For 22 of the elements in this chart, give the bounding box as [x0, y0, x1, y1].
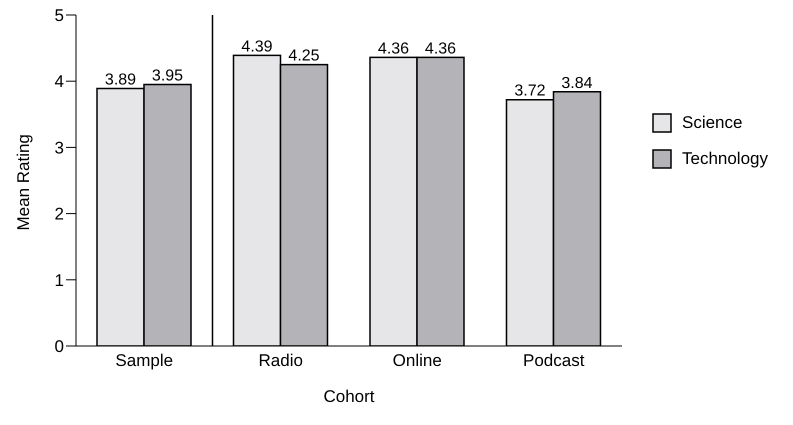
y-tick-label: 0 [54, 337, 64, 356]
x-tick-label: Podcast [523, 351, 585, 370]
x-axis-title: Cohort [323, 387, 375, 406]
x-tick-label: Online [392, 351, 442, 370]
y-tick-label: 3 [54, 138, 64, 158]
data-label: 3.84 [561, 74, 593, 92]
data-label: 4.36 [378, 40, 410, 58]
data-label: 4.36 [424, 40, 456, 58]
data-label: 3.72 [514, 82, 546, 100]
y-axis-title: Mean Rating [14, 134, 34, 230]
y-tick-label: 4 [54, 72, 64, 92]
y-tick-label: 2 [54, 204, 64, 224]
y-tick-label: 5 [54, 6, 64, 26]
x-tick-label: Sample [115, 351, 174, 370]
data-label: 4.39 [241, 38, 273, 56]
y-tick-label: 1 [54, 270, 64, 290]
legend-label: Science [682, 112, 742, 132]
x-tick-label: Radio [258, 351, 303, 370]
data-label: 3.95 [152, 68, 184, 85]
data-label: 3.89 [104, 71, 136, 88]
data-label: 4.25 [288, 48, 320, 65]
legend-label: Technology [682, 148, 768, 168]
